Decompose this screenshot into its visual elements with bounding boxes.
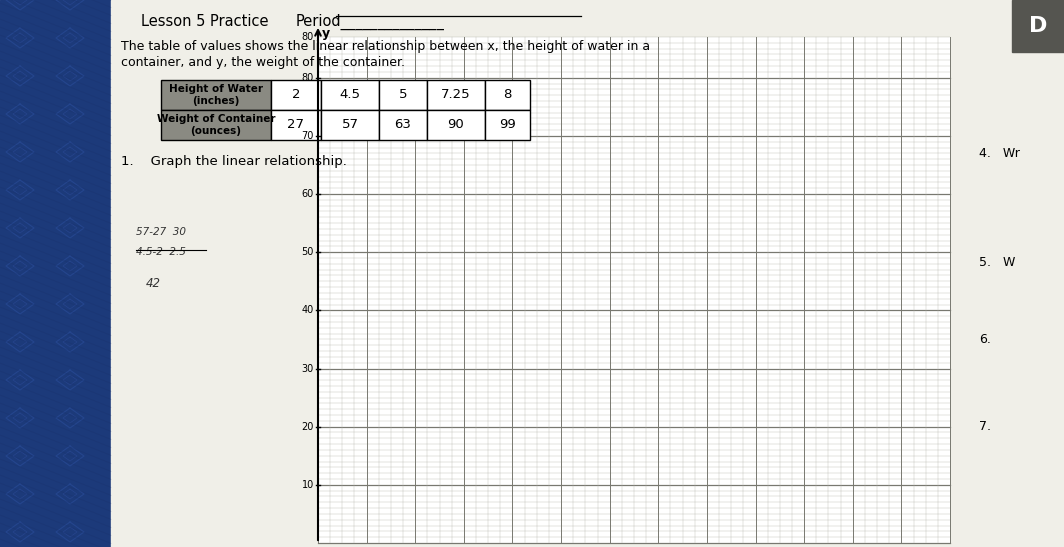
Text: 57-27  30: 57-27 30 xyxy=(136,227,186,237)
Bar xyxy=(1012,0,1064,52)
Text: Weight of Container
(ounces): Weight of Container (ounces) xyxy=(156,114,276,136)
Text: 8: 8 xyxy=(503,89,512,102)
Text: 90: 90 xyxy=(448,119,464,131)
Text: 7.25: 7.25 xyxy=(442,89,470,102)
Text: y: y xyxy=(322,27,330,40)
Text: 40: 40 xyxy=(302,305,314,316)
Text: 42: 42 xyxy=(146,277,161,290)
Text: 1.    Graph the linear relationship.: 1. Graph the linear relationship. xyxy=(121,155,347,168)
Text: 7.: 7. xyxy=(979,420,991,433)
Text: 5: 5 xyxy=(399,89,408,102)
Bar xyxy=(321,110,379,140)
Text: 10: 10 xyxy=(302,480,314,490)
Text: 30: 30 xyxy=(302,364,314,374)
Bar xyxy=(321,80,379,110)
Text: 63: 63 xyxy=(395,119,412,131)
Text: 80: 80 xyxy=(302,32,314,42)
Text: container, and y, the weight of the container.: container, and y, the weight of the cont… xyxy=(121,56,405,69)
Text: 50: 50 xyxy=(301,247,314,257)
Text: 80: 80 xyxy=(302,73,314,83)
Bar xyxy=(485,110,530,140)
Bar xyxy=(161,80,271,110)
Text: 5.   W: 5. W xyxy=(979,256,1015,269)
Text: D: D xyxy=(1029,16,1047,36)
Text: 70: 70 xyxy=(301,131,314,141)
Bar xyxy=(379,80,427,110)
Text: 2: 2 xyxy=(292,89,300,102)
Bar xyxy=(271,80,321,110)
Bar xyxy=(0,0,111,547)
Text: 4.   Wr: 4. Wr xyxy=(979,147,1020,160)
Text: 6.: 6. xyxy=(979,333,991,346)
Bar xyxy=(427,110,485,140)
Text: Height of Water
(inches): Height of Water (inches) xyxy=(169,84,263,106)
Bar xyxy=(318,37,950,543)
Bar xyxy=(427,80,485,110)
Bar xyxy=(379,110,427,140)
Text: Period______________: Period______________ xyxy=(296,14,445,30)
Text: The table of values shows the linear relationship between x, the height of water: The table of values shows the linear rel… xyxy=(121,40,650,53)
Bar xyxy=(485,80,530,110)
Text: 57: 57 xyxy=(342,119,359,131)
Bar xyxy=(111,0,1064,547)
Text: 4.5-2  2.5: 4.5-2 2.5 xyxy=(136,247,186,257)
Text: Lesson 5 Practice: Lesson 5 Practice xyxy=(142,14,268,29)
Bar xyxy=(271,110,321,140)
Text: 99: 99 xyxy=(499,119,516,131)
Text: 20: 20 xyxy=(301,422,314,432)
Bar xyxy=(161,110,271,140)
Text: 27: 27 xyxy=(287,119,304,131)
Text: 4.5: 4.5 xyxy=(339,89,361,102)
Text: 60: 60 xyxy=(302,189,314,199)
